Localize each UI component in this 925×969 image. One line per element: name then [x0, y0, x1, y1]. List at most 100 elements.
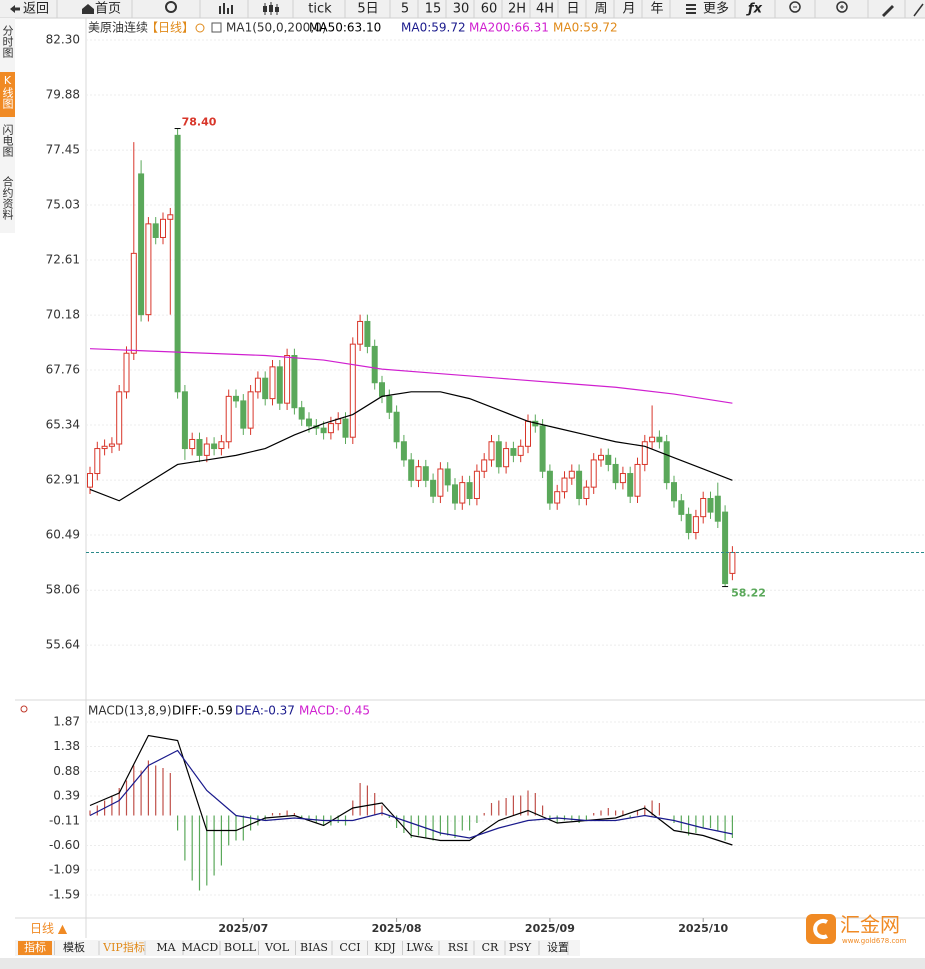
toolbar-button[interactable]: 返回 — [23, 2, 49, 17]
min-label: 58.22 — [731, 587, 766, 600]
candle-body — [525, 420, 531, 447]
candle-body — [685, 513, 692, 534]
candle-body — [123, 352, 130, 393]
y-tick-label: -1.59 — [49, 888, 80, 902]
toolbar-button[interactable]: 年 — [650, 2, 663, 17]
indicator-tab[interactable]: 指标 — [24, 940, 46, 954]
sidebar-tab[interactable]: 闪电图 — [1, 123, 14, 158]
toolbar-button[interactable]: 周 — [594, 2, 607, 17]
candle-body — [729, 552, 736, 574]
sidebar-tab[interactable]: 合约资料 — [1, 175, 14, 221]
indicator-tab[interactable]: BIAS — [300, 941, 328, 954]
sidebar-tab[interactable]: K线图 — [1, 74, 14, 110]
legend-item: MA200:66.31 — [469, 21, 549, 35]
toolbar-button[interactable]: 首页 — [95, 2, 121, 17]
candle-body — [663, 441, 670, 484]
candle-body — [437, 468, 444, 497]
toolbar-separators — [56, 0, 906, 18]
indicator-tab[interactable]: BOLL — [224, 941, 257, 954]
toolbar-button[interactable]: 日 — [566, 2, 579, 17]
tab-active — [18, 941, 52, 955]
candle-body — [225, 395, 232, 443]
candle-body — [145, 223, 152, 316]
candle-body — [554, 491, 561, 504]
period-label: 【日线】 — [146, 21, 194, 35]
candle-body — [101, 445, 108, 450]
y-tick-label: -0.60 — [49, 838, 80, 852]
y-tick-label: 1.87 — [53, 715, 80, 729]
toolbar-button[interactable]: 月 — [622, 2, 635, 17]
y-tick-label: -1.09 — [49, 863, 80, 877]
indicator-tab[interactable]: 模板 — [63, 940, 85, 954]
candle-body — [181, 391, 188, 450]
candle-body — [211, 443, 218, 450]
toolbar-button[interactable]: 60 — [481, 2, 498, 17]
candle-body — [174, 134, 181, 393]
x-tick-label: 2025/07 — [218, 922, 268, 935]
indicator-tab[interactable]: LW& — [406, 941, 434, 954]
y-tick-label: 62.91 — [46, 473, 80, 487]
candle-body — [262, 377, 269, 400]
toolbar-button[interactable]: 15 — [425, 2, 442, 17]
indicator-tab[interactable]: VIP指标 — [102, 940, 145, 954]
candle-body — [517, 445, 524, 456]
home-icon — [82, 4, 94, 14]
candle-body — [576, 470, 583, 499]
add-icon — [195, 23, 205, 33]
candle-body — [678, 500, 685, 515]
max-label: 78.40 — [182, 116, 217, 129]
toolbar-button[interactable]: 30 — [453, 2, 470, 17]
candle-body — [152, 223, 159, 238]
y-tick-label: 82.30 — [46, 33, 80, 47]
candle-body — [284, 355, 291, 404]
period-selector[interactable]: 日线 ▲ — [30, 922, 68, 936]
toolbar-button[interactable]: 4H — [536, 2, 554, 17]
toolbar-button[interactable]: 2H — [508, 2, 526, 17]
indicator-tab[interactable]: CCI — [339, 941, 360, 954]
indicator-tab[interactable]: 设置 — [547, 941, 569, 954]
indicator-tab[interactable]: MA — [156, 941, 176, 954]
pen-icon — [882, 5, 894, 17]
toolbar-button[interactable]: 5 — [401, 2, 409, 17]
candle-body — [233, 395, 239, 402]
logo-name: 汇金网 — [840, 913, 900, 937]
indicator-tab[interactable]: RSI — [448, 941, 468, 954]
sidebar-tab[interactable]: 分时图 — [1, 25, 14, 59]
indicator-tab[interactable]: PSY — [509, 941, 532, 954]
candle-body — [167, 214, 174, 220]
x-tick-label: 2025/10 — [678, 922, 728, 935]
candle-body — [649, 436, 656, 443]
toolbar-button[interactable]: 更多 — [703, 1, 729, 17]
candle-body — [327, 423, 334, 434]
candle-body — [619, 473, 626, 484]
indicator-tab[interactable]: KDJ — [374, 941, 395, 954]
legend-item: DEA:-0.37 — [235, 704, 295, 718]
legend-item: DIFF:-0.59 — [172, 704, 233, 718]
candle-body — [473, 470, 480, 499]
candle-body — [722, 511, 729, 585]
indicator-tab[interactable]: CR — [482, 941, 499, 954]
candle-body — [130, 252, 137, 354]
candle-body — [218, 441, 225, 450]
indicator-tab[interactable]: MACD — [182, 941, 219, 954]
candle-body — [714, 495, 721, 522]
logo-url: www.gold678.com — [842, 937, 907, 945]
candle-body — [189, 438, 196, 450]
y-tick-label: 55.64 — [46, 638, 80, 652]
y-tick-label: 67.76 — [46, 363, 80, 377]
candle-body — [400, 441, 407, 461]
candle-body — [306, 418, 312, 427]
candle-body — [94, 448, 101, 475]
y-tick-label: 65.34 — [46, 417, 80, 431]
fx-icon: ƒx — [746, 2, 763, 17]
indicator-tab[interactable]: VOL — [264, 941, 290, 954]
indicator-icon — [211, 22, 222, 33]
toolbar-button[interactable]: tick — [308, 2, 332, 17]
candle-body — [408, 459, 415, 481]
logo-mark — [806, 914, 836, 944]
candle-body — [459, 482, 466, 504]
candle-body — [379, 382, 385, 397]
candle-body — [422, 466, 429, 481]
toolbar-button[interactable]: 5日 — [357, 2, 378, 17]
y-tick-label: 60.49 — [46, 528, 80, 542]
